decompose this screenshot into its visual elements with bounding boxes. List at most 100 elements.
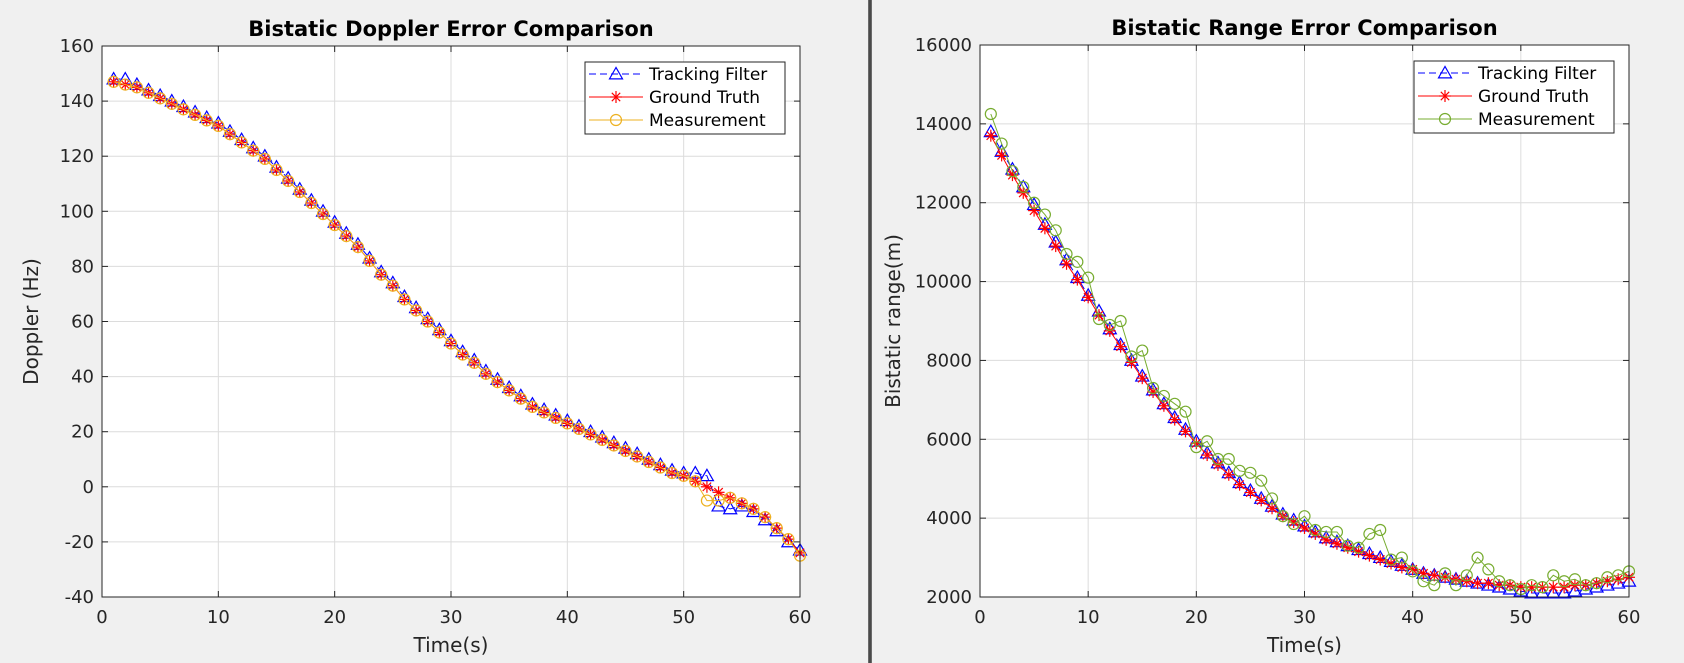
data-point [351, 241, 365, 254]
data-point [1222, 452, 1235, 466]
y-tick-label: 140 [60, 91, 94, 112]
legend-marker [608, 66, 624, 80]
data-point [1480, 577, 1496, 591]
data-point [1168, 413, 1181, 426]
legend-item: Ground Truth [589, 88, 760, 108]
figure-divider[interactable] [868, 0, 872, 663]
data-point [700, 480, 713, 493]
data-point [1482, 563, 1495, 576]
data-point [165, 97, 178, 110]
x-tick-label: 30 [1293, 607, 1316, 628]
data-point [1049, 224, 1062, 237]
data-point [456, 348, 469, 361]
data-point [1352, 541, 1365, 554]
x-tick-label: 40 [556, 607, 579, 628]
data-point [1114, 314, 1127, 328]
data-point [1244, 486, 1257, 499]
data-point [305, 196, 318, 210]
data-point [328, 218, 341, 232]
legend-item: Measurement [589, 111, 766, 131]
doppler-series-measurement [107, 75, 807, 562]
y-tick-label: 6000 [926, 429, 972, 450]
data-point [735, 497, 748, 510]
doppler-chart: 0 10 20 30 40 50 60 -40 -20 0 20 40 60 80 100 120 140 160… [19, 17, 811, 657]
data-point [1428, 579, 1441, 592]
data-point [212, 119, 225, 132]
data-point [1287, 517, 1300, 531]
data-point [340, 229, 353, 243]
doppler-legend[interactable]: Tracking Filter Ground Truth Measurement [584, 61, 786, 135]
data-point [1395, 551, 1408, 564]
data-point [1201, 435, 1214, 448]
data-point [258, 152, 271, 166]
data-point [410, 304, 423, 317]
data-point [1082, 271, 1095, 284]
data-point [665, 466, 679, 480]
legend-item: Tracking Filter [1418, 64, 1596, 84]
y-tick-label: 14000 [915, 114, 972, 135]
legend-marker [609, 113, 623, 127]
data-point [1547, 581, 1560, 594]
data-point [514, 392, 527, 405]
data-point [984, 129, 997, 142]
data-point [142, 86, 155, 99]
range-tick-marks [979, 44, 1630, 598]
data-point [780, 534, 796, 548]
data-point [375, 268, 388, 281]
data-point [1146, 381, 1160, 395]
data-point [1082, 291, 1095, 304]
x-tick-label: 20 [323, 607, 346, 628]
data-point [1103, 318, 1116, 332]
legend-label: Tracking Filter [648, 65, 767, 85]
data-point [1255, 494, 1268, 507]
data-point [1049, 240, 1062, 253]
y-tick-label: -40 [65, 587, 94, 608]
data-point [1460, 569, 1473, 582]
data-point [479, 367, 492, 380]
data-point [386, 279, 399, 292]
range-legend[interactable]: Tracking Filter Ground Truth Measurement [1413, 60, 1615, 134]
data-point [1536, 581, 1549, 594]
data-point [1006, 165, 1019, 178]
y-tick-label: 4000 [926, 508, 972, 529]
y-tick-label: 60 [71, 312, 94, 333]
data-point [1503, 579, 1517, 592]
data-point [526, 400, 539, 414]
data-point [757, 512, 773, 526]
data-point [1547, 569, 1560, 582]
data-point [1330, 525, 1344, 539]
data-point [1556, 585, 1572, 599]
data-point [223, 128, 237, 141]
data-point [677, 469, 690, 482]
data-point [1493, 575, 1506, 588]
data-point [1590, 577, 1603, 590]
data-point [1060, 257, 1073, 270]
data-point [1265, 492, 1279, 505]
data-point [1190, 441, 1203, 454]
legend-box [1413, 60, 1615, 134]
range-y-axis-label: Bistatic range(m) [881, 234, 905, 408]
data-point [1071, 255, 1084, 268]
x-tick-label: 10 [1077, 607, 1100, 628]
legend-marker [1438, 112, 1452, 126]
data-point [700, 494, 714, 507]
data-point [619, 444, 632, 458]
legend-marker [1437, 65, 1453, 79]
data-point [1374, 553, 1387, 566]
data-point [316, 207, 330, 221]
data-point [1417, 575, 1430, 588]
y-tick-label: 160 [60, 36, 94, 57]
data-point [177, 103, 190, 116]
data-point [154, 92, 167, 105]
y-tick-label: 16000 [915, 35, 972, 56]
data-point [1449, 579, 1463, 592]
legend-item: Tracking Filter [589, 65, 767, 85]
data-point [1439, 567, 1452, 580]
data-point [1157, 389, 1170, 403]
data-point [1612, 569, 1625, 582]
data-point [119, 78, 132, 91]
legend-label: Measurement [1478, 110, 1595, 130]
data-point [1125, 350, 1138, 363]
data-point [642, 455, 655, 469]
x-tick-label: 10 [207, 607, 230, 628]
